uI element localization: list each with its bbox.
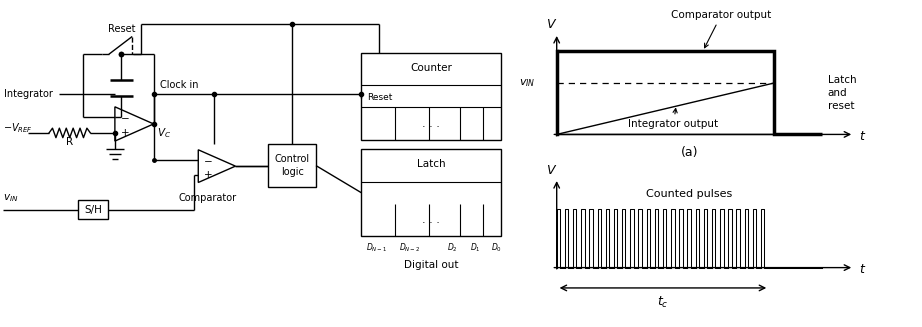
Text: Control: Control: [275, 154, 310, 164]
Text: S/H: S/H: [85, 205, 102, 215]
Text: $D_{N-1}$: $D_{N-1}$: [365, 242, 387, 254]
Bar: [268, 144, 316, 187]
Text: $+$: $+$: [120, 128, 129, 138]
Text: $D_0$: $D_0$: [491, 242, 502, 254]
Text: (a): (a): [680, 146, 698, 159]
Text: . . .: . . .: [422, 119, 440, 129]
Text: Integrator output: Integrator output: [629, 109, 718, 129]
Text: $t$: $t$: [859, 129, 867, 143]
Text: Clock in: Clock in: [160, 80, 198, 90]
Bar: [78, 200, 109, 219]
Text: Reset: Reset: [368, 93, 393, 102]
Text: Latch: Latch: [417, 159, 445, 169]
Text: $D_2$: $D_2$: [446, 242, 457, 254]
Text: Counter: Counter: [410, 62, 452, 73]
Text: $v_{IN}$: $v_{IN}$: [519, 77, 536, 89]
Bar: [361, 53, 501, 140]
Text: $D_{N-2}$: $D_{N-2}$: [398, 242, 420, 254]
Text: $-V_{REF}$: $-V_{REF}$: [3, 121, 32, 134]
Text: Latch
and
reset: Latch and reset: [828, 75, 857, 111]
Text: Comparator output: Comparator output: [671, 10, 772, 48]
Text: Counted pulses: Counted pulses: [646, 189, 733, 199]
Text: logic: logic: [281, 167, 303, 177]
Text: $-$: $-$: [203, 155, 213, 165]
Text: $+$: $+$: [203, 169, 212, 180]
Text: $v_{IN}$: $v_{IN}$: [3, 193, 18, 204]
Text: . . .: . . .: [422, 215, 440, 225]
Bar: [361, 149, 501, 236]
Text: $V_C$: $V_C$: [158, 127, 171, 140]
Text: $V$: $V$: [546, 164, 557, 177]
Text: $D_1$: $D_1$: [470, 242, 480, 254]
Text: $-$: $-$: [120, 112, 129, 122]
Text: Integrator: Integrator: [4, 89, 53, 99]
Text: $t$: $t$: [859, 263, 867, 276]
Text: $V$: $V$: [546, 18, 557, 31]
Text: Reset: Reset: [108, 24, 136, 34]
Text: Digital out: Digital out: [404, 260, 458, 270]
Text: $t_c$: $t_c$: [657, 294, 668, 310]
Text: Comparator: Comparator: [178, 193, 236, 203]
Text: R: R: [66, 137, 73, 147]
